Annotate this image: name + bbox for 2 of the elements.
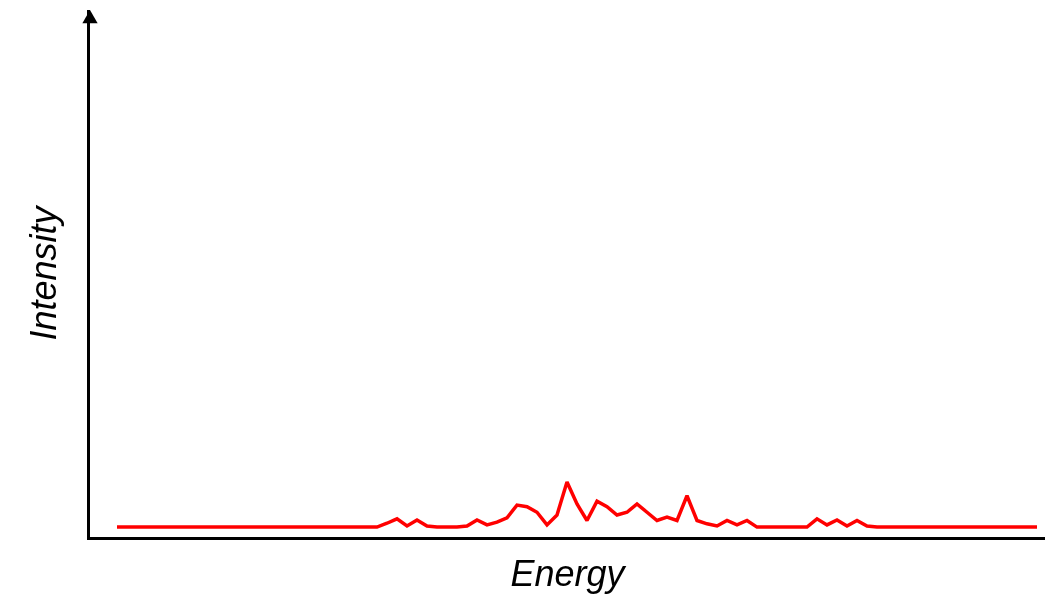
x-axis-title: Energy	[510, 553, 627, 595]
y-axis-title: Intensity	[22, 204, 64, 341]
